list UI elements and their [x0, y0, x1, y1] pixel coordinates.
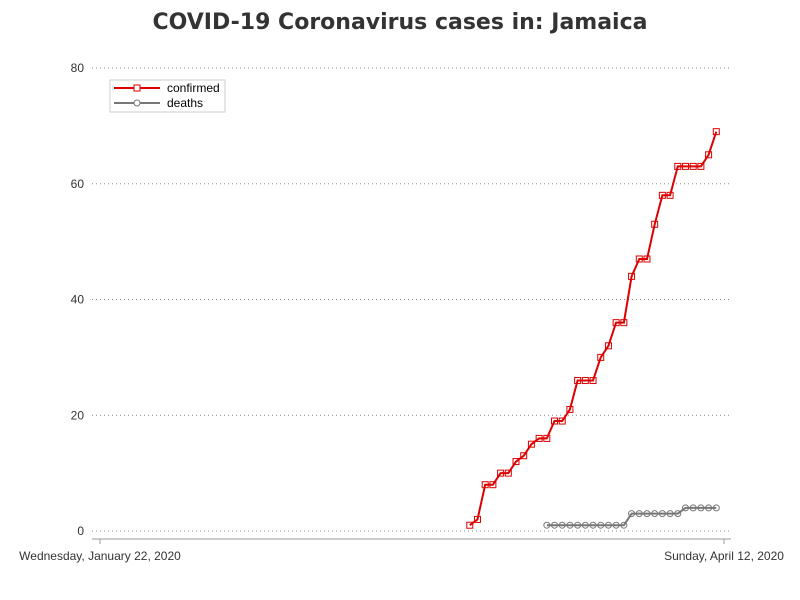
legend-label-confirmed: confirmed: [167, 81, 220, 95]
data-point-deaths: [712, 504, 720, 512]
data-point-deaths: [628, 510, 636, 518]
y-tick-label: 40: [71, 293, 85, 307]
data-point-deaths: [566, 521, 574, 529]
data-point-confirmed: [712, 128, 720, 136]
data-point-confirmed: [497, 469, 505, 477]
data-point-confirmed: [589, 377, 597, 385]
data-point-deaths: [705, 504, 713, 512]
data-point-deaths: [635, 510, 643, 518]
data-point-confirmed: [666, 191, 674, 199]
data-point-confirmed: [558, 417, 566, 425]
data-point-deaths: [558, 521, 566, 529]
series-layer: [466, 128, 720, 529]
data-point-deaths: [674, 510, 682, 518]
data-point-confirmed: [705, 151, 713, 159]
data-point-deaths: [651, 510, 659, 518]
data-point-confirmed: [512, 458, 520, 466]
data-point-confirmed: [466, 521, 474, 529]
data-point-deaths: [689, 504, 697, 512]
y-tick-label: 80: [71, 61, 85, 75]
data-point-confirmed: [574, 377, 582, 385]
data-point-confirmed: [697, 162, 705, 170]
data-point-confirmed: [674, 162, 682, 170]
data-point-deaths: [620, 521, 628, 529]
data-point-confirmed: [566, 405, 574, 413]
data-point-confirmed: [527, 440, 535, 448]
data-point-confirmed: [604, 342, 612, 350]
chart-title: COVID-19 Coronavirus cases in: Jamaica: [152, 10, 648, 35]
y-axis: 0 20 40 60 80: [71, 61, 85, 538]
data-point-confirmed: [620, 319, 628, 327]
data-point-confirmed: [581, 377, 589, 385]
legend-marker-deaths: [133, 99, 141, 107]
legend-marker-confirmed: [133, 84, 141, 92]
data-point-deaths: [551, 521, 559, 529]
data-point-deaths: [581, 521, 589, 529]
data-point-confirmed: [658, 191, 666, 199]
data-point-deaths: [658, 510, 666, 518]
data-point-confirmed: [651, 220, 659, 228]
data-point-confirmed: [489, 481, 497, 489]
data-point-deaths: [589, 521, 597, 529]
data-point-confirmed: [535, 434, 543, 442]
y-tick-label: 20: [71, 408, 85, 422]
data-point-confirmed: [481, 481, 489, 489]
data-point-confirmed: [520, 452, 528, 460]
data-point-confirmed: [504, 469, 512, 477]
data-point-deaths: [574, 521, 582, 529]
data-point-confirmed: [551, 417, 559, 425]
legend-box: [109, 79, 226, 113]
data-point-deaths: [604, 521, 612, 529]
x-tick-label: Sunday, April 12, 2020: [664, 549, 784, 563]
data-point-deaths: [643, 510, 651, 518]
data-point-deaths: [697, 504, 705, 512]
y-tick-label: 0: [77, 524, 84, 538]
data-point-confirmed: [597, 353, 605, 361]
legend-label-deaths: deaths: [167, 96, 203, 110]
data-point-confirmed: [628, 272, 636, 280]
grid-lines: [92, 67, 731, 532]
data-point-deaths: [597, 521, 605, 529]
y-tick-label: 60: [71, 177, 85, 191]
data-point-deaths: [612, 521, 620, 529]
x-axis: Wednesday, January 22, 2020 Sunday, April…: [19, 538, 784, 563]
data-point-confirmed: [635, 255, 643, 263]
x-tick-label: Wednesday, January 22, 2020: [19, 549, 181, 563]
data-point-deaths: [681, 504, 689, 512]
data-point-confirmed: [681, 162, 689, 170]
series-line-confirmed: [469, 131, 718, 526]
data-point-confirmed: [543, 434, 551, 442]
series-confirmed: [466, 128, 720, 529]
data-point-confirmed: [643, 255, 651, 263]
data-point-deaths: [666, 510, 674, 518]
series-deaths: [543, 504, 720, 529]
data-point-deaths: [543, 521, 551, 529]
data-point-confirmed: [612, 319, 620, 327]
data-point-confirmed: [473, 515, 481, 523]
data-point-confirmed: [689, 162, 697, 170]
